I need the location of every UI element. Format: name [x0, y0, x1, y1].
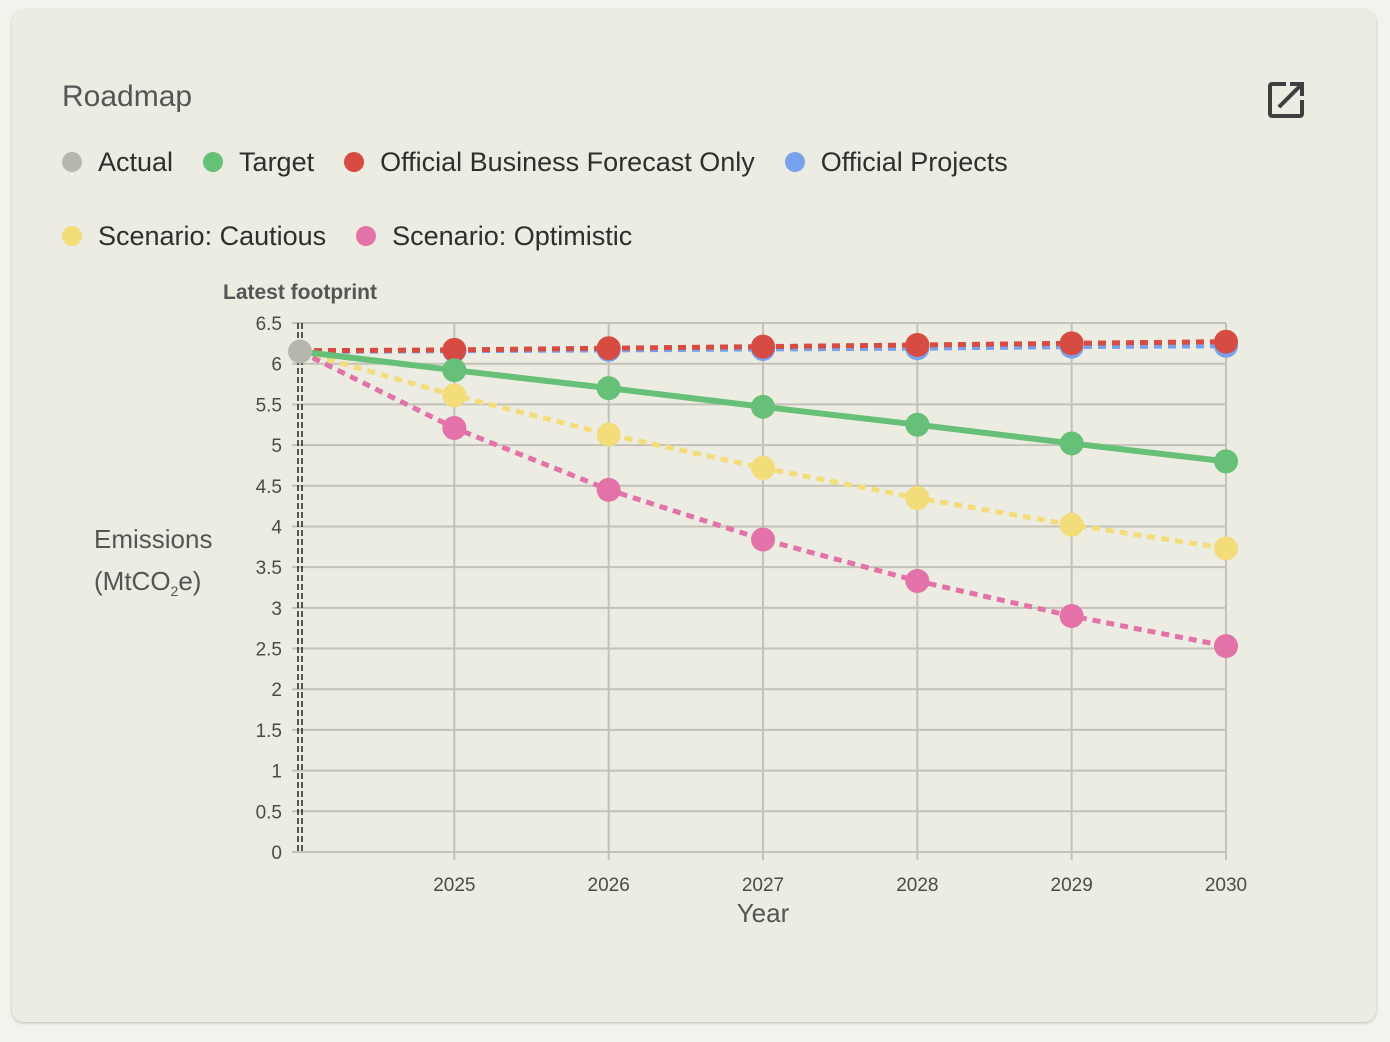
data-point [751, 394, 775, 419]
data-point [1214, 536, 1238, 561]
y-tick-label: 1.5 [256, 721, 282, 742]
y-unit-sub: 2 [170, 583, 179, 599]
x-tick-label: 2026 [588, 875, 630, 896]
legend-dot [344, 152, 365, 172]
data-point [1059, 512, 1084, 537]
data-point [442, 358, 467, 383]
y-tick-label: 0 [271, 843, 282, 864]
y-tick-label: 4.5 [256, 477, 282, 498]
x-tick-label: 2027 [742, 875, 784, 896]
data-point [596, 376, 621, 401]
x-axis-title: Year [737, 898, 790, 928]
y-tick-label: 5 [271, 436, 282, 457]
legend-item-actual[interactable]: Actual [62, 136, 173, 188]
x-tick-label: 2029 [1051, 875, 1093, 896]
y-tick-label: 0.5 [256, 802, 282, 823]
data-point [442, 415, 467, 440]
data-point [751, 455, 775, 480]
data-point [751, 334, 775, 359]
y-tick-label: 1 [271, 762, 282, 783]
legend-dot [784, 152, 805, 172]
y-tick-label: 6 [271, 355, 282, 376]
legend-label: Official Business Forecast Only [380, 146, 755, 177]
legend-item-scenario-cautious[interactable]: Scenario: Cautious [62, 210, 326, 262]
y-axis-label-unit: (MtCO2e) [94, 560, 212, 612]
y-tick-label: 3 [271, 599, 282, 620]
data-point [442, 337, 467, 362]
card-title: Roadmap [62, 80, 193, 113]
legend-item-official-business-forecast[interactable]: Official Business Forecast Only [344, 136, 755, 188]
data-point [905, 485, 930, 510]
y-unit-post: e) [178, 566, 202, 596]
legend-dot [62, 152, 82, 172]
legend-dot [356, 226, 377, 246]
y-tick-label: 4 [271, 517, 282, 538]
legend-item-official-projects[interactable]: Official Projects [784, 136, 1008, 188]
y-tick-label: 6.5 [256, 314, 282, 335]
data-point [751, 527, 775, 552]
open-in-new-icon [1268, 82, 1304, 118]
data-point [1214, 329, 1238, 354]
annotation-label: Latest footprint [223, 281, 377, 304]
data-point [1059, 331, 1084, 356]
data-point [596, 422, 621, 447]
legend-item-scenario-optimistic[interactable]: Scenario: Optimistic [356, 210, 632, 262]
chart-legend: Actual Target Official Business Forecast… [62, 136, 1162, 262]
legend-item-target[interactable]: Target [203, 136, 314, 188]
data-point [442, 383, 467, 408]
legend-label: Actual [98, 146, 174, 177]
y-axis-label-main: Emissions [94, 524, 213, 554]
data-point [905, 568, 930, 593]
data-point-actual [288, 339, 312, 364]
y-tick-label: 2 [271, 680, 282, 701]
y-tick-label: 2.5 [256, 640, 282, 661]
y-axis-label: Emissions (MtCO2e) [94, 518, 212, 612]
legend-label: Scenario: Optimistic [392, 220, 633, 251]
y-unit-pre: (MtCO [94, 566, 171, 596]
x-tick-label: 2025 [433, 875, 475, 896]
legend-dot [62, 226, 82, 246]
x-tick-label: 2028 [896, 875, 938, 896]
open-in-new-button[interactable] [1262, 76, 1310, 124]
data-point [1214, 449, 1238, 474]
data-point [905, 332, 930, 357]
y-tick-label: 3.5 [256, 558, 282, 579]
data-point [1214, 634, 1238, 659]
data-point [596, 477, 621, 502]
data-point [905, 412, 930, 437]
legend-label: Target [239, 146, 315, 177]
y-tick-label: 5.5 [256, 395, 282, 416]
legend-label: Official Projects [820, 146, 1008, 177]
data-point [1059, 431, 1084, 456]
data-point [1059, 603, 1084, 628]
legend-dot [203, 152, 224, 172]
x-tick-label: 2030 [1205, 875, 1247, 896]
data-point [596, 336, 621, 361]
legend-label: Scenario: Cautious [98, 220, 327, 251]
